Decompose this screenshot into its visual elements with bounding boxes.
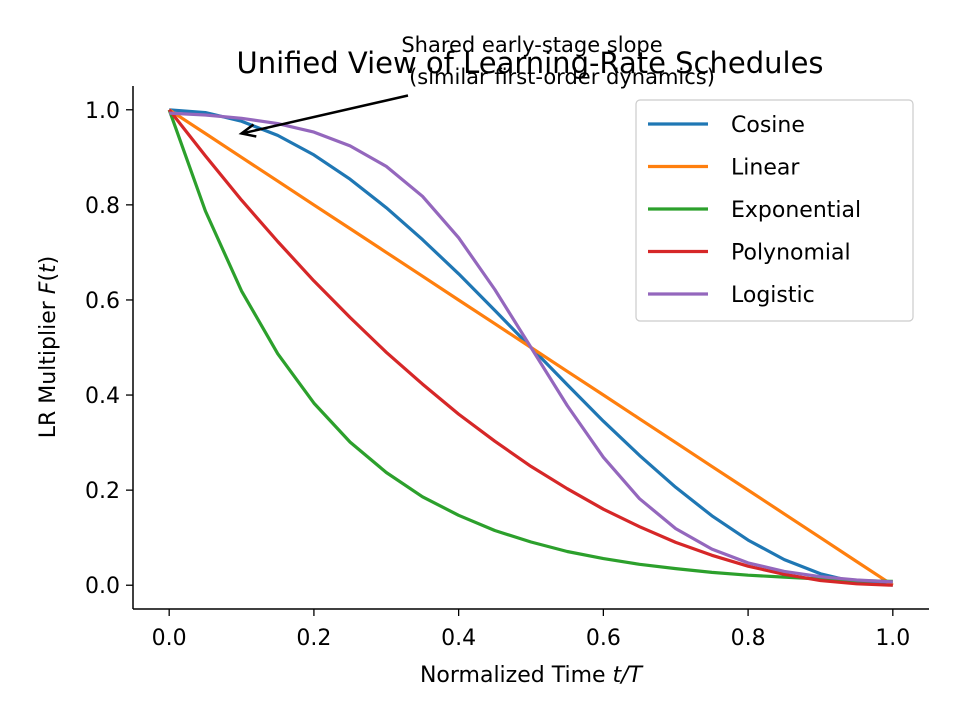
y-tick-label: 0.8 — [85, 194, 120, 219]
annotation-text-line2: (similar first-order dynamics) — [409, 65, 715, 89]
y-tick-label: 0.4 — [85, 384, 120, 409]
plot-lines — [167, 108, 894, 587]
x-tick-label: 1.0 — [875, 626, 910, 651]
annotation-arrow — [241, 94, 409, 135]
x-tick-label: 0.2 — [296, 626, 331, 651]
legend-label-cosine: Cosine — [731, 113, 805, 138]
series-line-polynomial — [167, 108, 893, 587]
annotation-arrowhead — [238, 123, 257, 138]
legend-label-exponential: Exponential — [731, 198, 861, 223]
legend: Cosine Linear Exponential Polynomial Logisti… — [635, 99, 914, 322]
x-tick-label: 0.6 — [586, 626, 621, 651]
x-tick-label: 0.0 — [152, 626, 187, 651]
y-tick-label: 0.0 — [85, 574, 120, 599]
y-tick-label: 0.6 — [85, 289, 120, 314]
series-line-logistic — [169, 111, 893, 584]
legend-label-linear: Linear — [731, 156, 800, 181]
y-ticks: 0.0 0.2 0.4 0.6 0.8 1.0 — [85, 99, 133, 599]
series-line-exponential — [167, 109, 893, 583]
annotation: Shared early-stage slope (similar first-… — [238, 33, 715, 138]
x-tick-label: 0.8 — [731, 626, 766, 651]
chart-title: Unified View of Learning-Rate Schedules — [236, 46, 823, 80]
x-tick-label: 0.4 — [441, 626, 476, 651]
x-ticks: 0.0 0.2 0.4 0.6 0.8 1.0 — [152, 609, 910, 651]
y-tick-label: 1.0 — [85, 99, 120, 124]
legend-label-logistic: Logistic — [731, 283, 815, 308]
annotation-text-line1: Shared early-stage slope — [401, 33, 662, 57]
legend-label-polynomial: Polynomial — [731, 241, 851, 266]
legend-frame — [635, 99, 914, 322]
x-axis-label: Normalized Time t/T — [420, 663, 644, 688]
y-axis-label: LR Multiplier F(t) — [36, 256, 61, 439]
y-tick-label: 0.2 — [85, 479, 120, 504]
